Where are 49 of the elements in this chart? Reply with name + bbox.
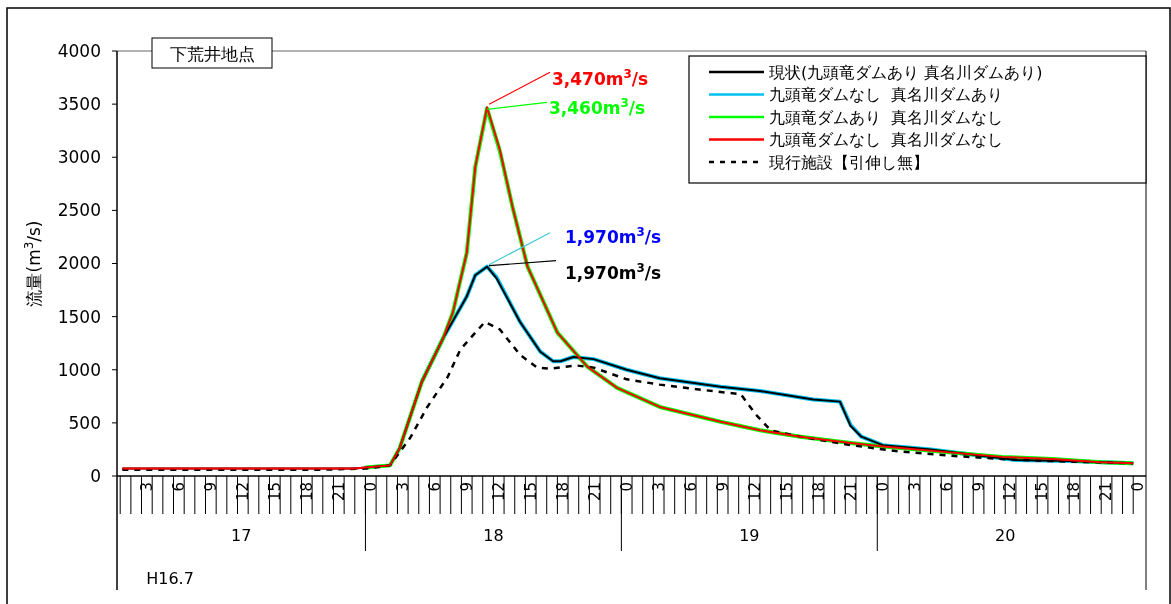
x-tick-label: 0 <box>1129 482 1148 492</box>
x-tick-label: 21 <box>585 482 604 502</box>
annotation: 3,460m$^{3}$/s <box>549 96 646 119</box>
y-tick-label: 3000 <box>57 147 101 168</box>
x-tick-label: 21 <box>1097 482 1116 502</box>
y-tick-label: 1000 <box>57 359 101 380</box>
x-tick-label: 0 <box>873 482 892 492</box>
text: 19 <box>739 526 760 545</box>
x-tick-label: 12 <box>745 482 764 502</box>
x-tick-label: 9 <box>969 482 988 492</box>
x-axis-title: H16.7 <box>146 569 194 588</box>
text: 17 <box>231 526 252 545</box>
x-tick-label: 15 <box>1033 482 1052 502</box>
x-tick-label: 12 <box>1001 482 1020 502</box>
x-tick-label: 12 <box>489 482 508 502</box>
x-tick-label: 9 <box>713 482 732 492</box>
legend-label: 現状(九頭竜ダムあり 真名川ダムあり) <box>769 62 1043 82</box>
x-tick-label: 18 <box>553 482 572 502</box>
y-tick-label: 3500 <box>57 94 101 115</box>
text: 18 <box>483 526 504 545</box>
x-tick-label: 18 <box>809 482 828 502</box>
legend-label: 現行施設【引伸し無】 <box>769 152 929 172</box>
legend-label: 九頭竜ダムなし 真名川ダムあり <box>769 85 1004 105</box>
x-tick-label: 21 <box>841 482 860 502</box>
y-tick-label: 1500 <box>57 306 101 327</box>
legend-label: 九頭竜ダムあり 真名川ダムなし <box>769 107 1004 127</box>
y-tick-label: 500 <box>68 412 101 433</box>
x-tick-label: 18 <box>1065 482 1084 502</box>
y-tick-label: 2500 <box>57 200 101 221</box>
x-tick-label: 18 <box>297 482 316 502</box>
x-tick-label: 15 <box>265 482 284 502</box>
x-tick-label: 6 <box>681 482 700 492</box>
chart-title: 下荒井地点 <box>169 44 255 64</box>
x-tick-label: 21 <box>329 482 348 502</box>
x-tick-label: 3 <box>905 482 924 492</box>
annotation: 1,970m$^{3}$/s <box>565 224 662 247</box>
y-tick-label: 4000 <box>57 40 101 61</box>
annotation: 3,470m$^{3}$/s <box>552 67 649 90</box>
legend-label: 九頭竜ダムなし 真名川ダムなし <box>769 130 1004 150</box>
text: 20 <box>995 526 1016 545</box>
x-tick-label: 15 <box>777 482 796 502</box>
x-tick-label: 6 <box>937 482 956 492</box>
x-tick-label: 15 <box>521 482 540 502</box>
x-tick-label: 3 <box>393 482 412 492</box>
x-tick-label: 6 <box>425 482 444 492</box>
x-tick-label: 3 <box>649 482 668 492</box>
x-tick-label: 9 <box>457 482 476 492</box>
y-tick-label: 2000 <box>57 253 101 274</box>
annotation: 1,970m$^{3}$/s <box>565 260 662 283</box>
